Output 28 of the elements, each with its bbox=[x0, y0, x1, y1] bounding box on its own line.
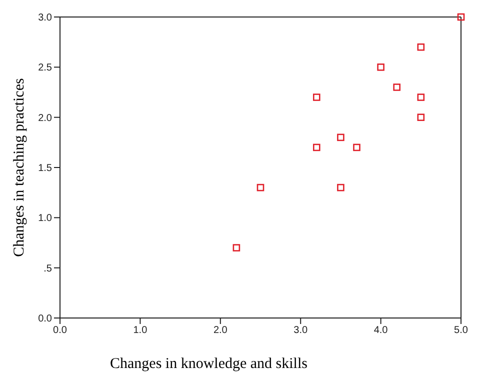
point bbox=[312, 144, 320, 152]
y-axis-title: Changes in teaching practices bbox=[11, 78, 28, 257]
point bbox=[337, 134, 344, 142]
point bbox=[417, 43, 425, 51]
point bbox=[232, 244, 240, 252]
point bbox=[417, 114, 425, 121]
point bbox=[417, 94, 425, 101]
y-tick-label: 2.5 bbox=[38, 62, 52, 74]
y-tick-label: 3.0 bbox=[38, 12, 52, 24]
x-tick-label: 5.0 bbox=[454, 325, 468, 336]
y-tick-label: 1.0 bbox=[38, 213, 52, 224]
x-tick-label: 2.0 bbox=[213, 325, 228, 336]
x-tick-label: 3.0 bbox=[294, 325, 308, 336]
y-tick-label: .5 bbox=[44, 263, 52, 274]
x-axis-title: Changes in knowledge and skills bbox=[110, 356, 308, 372]
point bbox=[256, 184, 264, 192]
point bbox=[457, 13, 465, 21]
y-tick-label: 0.0 bbox=[38, 314, 52, 325]
point bbox=[393, 84, 400, 91]
y-tick-label: 1.5 bbox=[38, 163, 52, 174]
x-tick-label: 0.0 bbox=[53, 325, 68, 336]
point bbox=[337, 184, 344, 192]
point bbox=[377, 64, 384, 71]
y-tick-label: 2.0 bbox=[38, 112, 52, 124]
x-tick-label: 4.0 bbox=[374, 325, 388, 336]
x-tick-label: 1.0 bbox=[133, 325, 148, 336]
point bbox=[312, 94, 320, 101]
point bbox=[353, 144, 360, 152]
